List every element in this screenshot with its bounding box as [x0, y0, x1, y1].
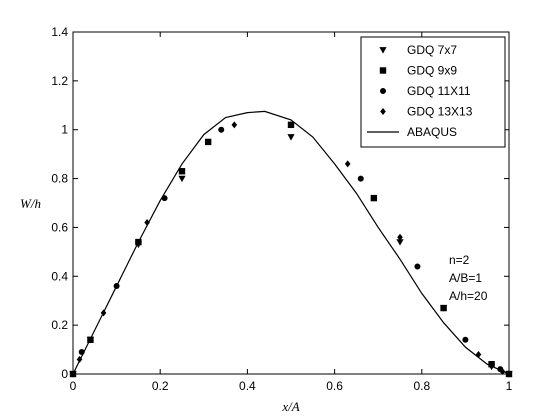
data-point [344, 160, 351, 168]
legend-entry: GDQ 11X11 [380, 84, 471, 98]
y-tick-label: 1.4 [51, 25, 68, 39]
legend-label: GDQ 9x9 [407, 64, 457, 78]
annotations: n=2 A/B=1 A/h=20 [449, 253, 488, 303]
data-point [488, 361, 495, 368]
y-tick-label: 0.6 [51, 220, 68, 234]
legend-entry: GDQ 7x7 [379, 43, 457, 57]
data-point [475, 350, 482, 358]
data-point [204, 138, 212, 146]
data-point [144, 219, 150, 227]
x-tick-label: 0.8 [413, 379, 430, 393]
y-tick-label: 0.2 [51, 318, 68, 332]
data-point [357, 175, 364, 182]
legend: GDQ 7x7 GDQ 9x9 GDQ 11X11 GDQ 13X13 ABAQUS [360, 36, 506, 148]
x-tick-label: 0.2 [152, 379, 169, 393]
data-point [218, 126, 225, 133]
legend-label: GDQ 13X13 [407, 105, 473, 119]
annotation-text: A/B=1 [449, 271, 482, 285]
data-point [231, 121, 238, 129]
y-tick-label: 0.4 [51, 269, 68, 283]
abaqus-line [72, 110, 510, 375]
legend-entry: GDQ 9x9 [379, 64, 457, 78]
y-tick-label: 0 [61, 367, 68, 381]
annotation-text: A/h=20 [449, 289, 488, 303]
legend-marker [379, 67, 387, 74]
y-tick-label: 0.8 [51, 172, 68, 186]
legend-entry: GDQ 13X13 [380, 105, 473, 119]
legend-marker [380, 108, 386, 115]
data-point [396, 239, 404, 246]
y-tick-label: 1 [61, 123, 68, 137]
y-axis-title: W/h [20, 196, 41, 211]
data-point [287, 134, 295, 141]
data-point [397, 233, 403, 241]
x-tick-label: 0 [70, 379, 77, 393]
legend-entry: ABAQUS [367, 125, 457, 139]
data-point [287, 121, 295, 129]
data-point [370, 194, 378, 202]
legend-marker [379, 47, 387, 54]
data-point [178, 168, 186, 175]
annotation-text: n=2 [449, 253, 470, 267]
data-point [440, 304, 447, 312]
x-tick-label: 1 [506, 379, 513, 393]
legend-label: GDQ 7x7 [407, 43, 457, 57]
y-tick-label: 1.2 [51, 74, 68, 88]
x-axis-title: x/A [281, 399, 299, 414]
data-point [414, 263, 421, 270]
legend-label: ABAQUS [407, 125, 457, 139]
legend-marker [380, 88, 386, 94]
data-point [178, 175, 186, 183]
x-tick-label: 0.6 [326, 379, 343, 393]
data-point [462, 336, 469, 343]
x-tick-label: 0.4 [239, 379, 256, 393]
series-abaqus [72, 110, 510, 375]
legend-label: GDQ 11X11 [407, 84, 471, 98]
